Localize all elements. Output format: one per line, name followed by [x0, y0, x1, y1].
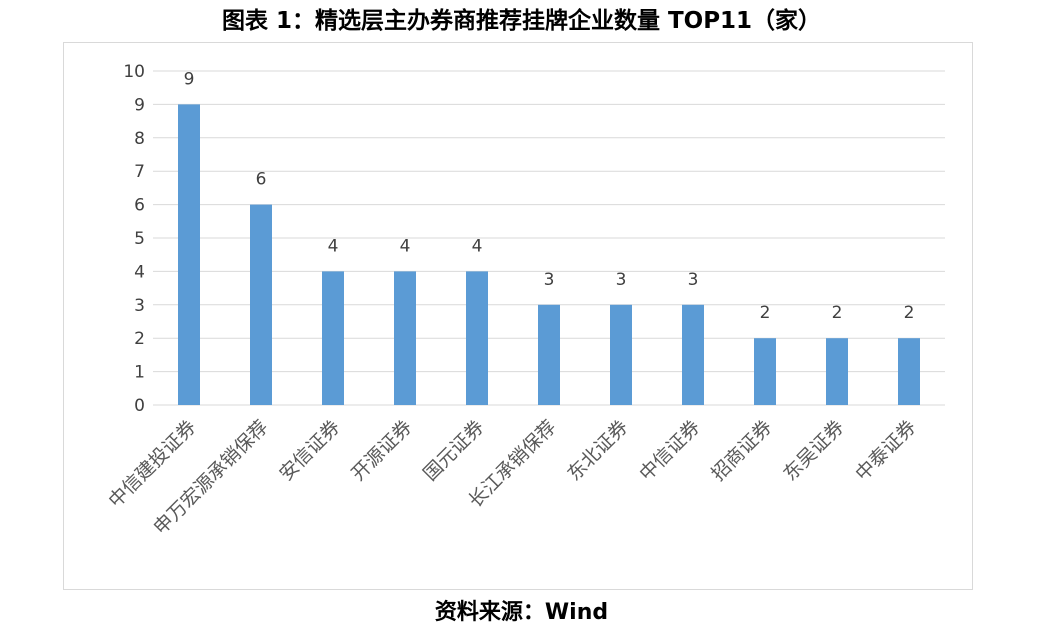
bar — [754, 338, 776, 405]
category-label: 安信证券 — [275, 416, 344, 485]
y-tick-label: 5 — [134, 229, 145, 249]
bar — [538, 304, 560, 405]
bar — [394, 271, 416, 405]
data-label: 6 — [256, 170, 267, 190]
gridlines — [153, 70, 945, 406]
y-tick-label: 9 — [134, 95, 145, 115]
bar — [826, 338, 848, 405]
y-tick-label: 0 — [134, 396, 145, 416]
data-label: 2 — [760, 303, 771, 323]
bar — [250, 204, 272, 405]
bar — [322, 271, 344, 405]
category-label: 开源证券 — [347, 416, 416, 485]
y-tick-label: 7 — [134, 162, 145, 182]
y-axis-ticks: 0 1 2 3 4 5 6 7 8 9 10 — [123, 62, 145, 416]
category-label: 中泰证券 — [851, 416, 920, 485]
y-tick-label: 2 — [134, 329, 145, 349]
data-label: 2 — [832, 303, 843, 323]
data-labels: 9 6 4 4 4 3 3 3 2 2 2 — [184, 69, 915, 323]
data-label: 4 — [472, 236, 483, 256]
data-label: 9 — [184, 69, 195, 89]
bars — [178, 104, 920, 406]
y-tick-label: 10 — [123, 62, 145, 82]
data-label: 4 — [400, 236, 411, 256]
category-label: 东北证券 — [563, 416, 632, 485]
data-label: 3 — [544, 270, 555, 290]
category-label: 招商证券 — [707, 416, 776, 485]
data-label: 3 — [616, 270, 627, 290]
category-label: 国元证券 — [419, 416, 488, 485]
bar — [610, 304, 632, 405]
data-label: 4 — [328, 236, 339, 256]
bar — [178, 104, 200, 406]
y-tick-label: 1 — [134, 363, 145, 383]
category-label: 中信证券 — [635, 416, 704, 485]
y-tick-label: 4 — [134, 262, 145, 282]
category-label: 东吴证券 — [779, 416, 848, 485]
y-tick-label: 6 — [134, 196, 145, 216]
y-tick-label: 8 — [134, 129, 145, 149]
chart-title: 图表 1：精选层主办券商推荐挂牌企业数量 TOP11（家） — [221, 8, 822, 34]
bar — [466, 271, 488, 405]
chart-frame — [63, 42, 973, 590]
y-tick-label: 3 — [134, 296, 145, 316]
source-note: 资料来源：Wind — [434, 600, 609, 625]
data-label: 3 — [688, 270, 699, 290]
bar — [682, 304, 704, 405]
bar — [898, 338, 920, 405]
data-label: 2 — [904, 303, 915, 323]
